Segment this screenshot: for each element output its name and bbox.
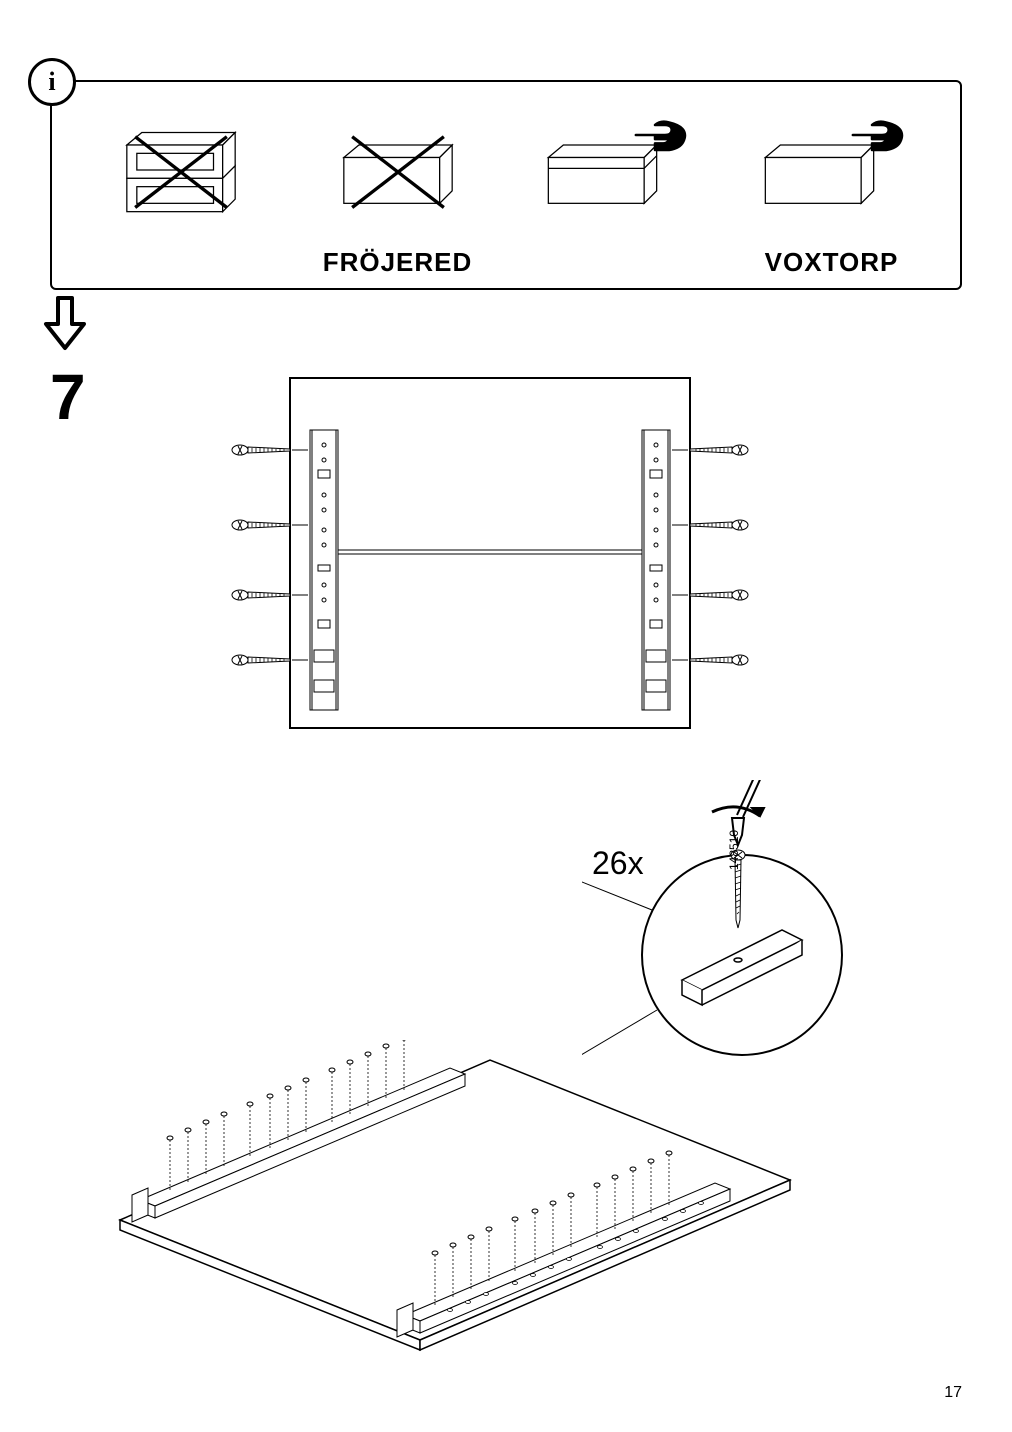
product-frojered-rejected: FRÖJERED — [289, 92, 506, 248]
page-number: 17 — [944, 1384, 962, 1402]
product-drawer-hand-1 — [506, 92, 723, 248]
double-drawer-sketch — [106, 120, 256, 220]
voxtorp-label: VOXTORP — [765, 247, 899, 278]
frojered-drawer-sketch — [323, 120, 473, 220]
frojered-label: FRÖJERED — [323, 247, 473, 278]
product-row: FRÖJERED — [52, 82, 960, 288]
step-number: 7 — [50, 360, 86, 434]
info-icon: i — [28, 58, 76, 106]
info-icon-letter: i — [48, 67, 55, 97]
panel-diagram — [180, 370, 800, 750]
drawer-hand-sketch-1 — [540, 120, 690, 220]
product-double-drawer-rejected — [72, 92, 289, 248]
product-voxtorp: VOXTORP — [723, 92, 940, 248]
screw-count-label: 26x — [592, 845, 644, 882]
screw-part-number: 148510 — [727, 830, 741, 870]
info-panel: i — [50, 80, 962, 290]
screw-callout: 26x 148510 — [582, 780, 902, 1060]
voxtorp-drawer-sketch — [757, 120, 907, 220]
isometric-diagram — [70, 1040, 830, 1400]
arrow-down-icon — [40, 294, 90, 359]
